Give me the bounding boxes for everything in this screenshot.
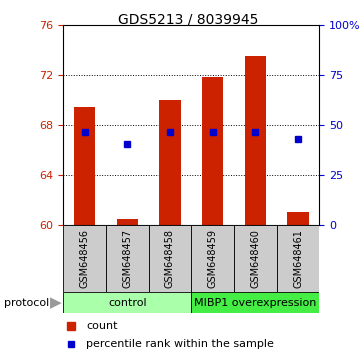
Bar bbox=[117, 218, 138, 225]
Bar bbox=[287, 212, 309, 225]
Bar bbox=[63, 292, 191, 313]
Text: GSM648458: GSM648458 bbox=[165, 229, 175, 288]
Text: GSM648460: GSM648460 bbox=[251, 229, 260, 288]
Bar bbox=[74, 107, 95, 225]
Bar bbox=[63, 225, 106, 292]
Bar bbox=[191, 225, 234, 292]
Bar bbox=[245, 56, 266, 225]
Text: MIBP1 overexpression: MIBP1 overexpression bbox=[194, 298, 317, 308]
Text: GSM648459: GSM648459 bbox=[208, 229, 218, 288]
Text: GDS5213 / 8039945: GDS5213 / 8039945 bbox=[118, 12, 258, 27]
Bar bbox=[106, 225, 149, 292]
Text: control: control bbox=[108, 298, 147, 308]
Text: protocol: protocol bbox=[4, 298, 49, 308]
Text: GSM648461: GSM648461 bbox=[293, 229, 303, 288]
Text: percentile rank within the sample: percentile rank within the sample bbox=[86, 339, 274, 349]
Bar bbox=[202, 77, 223, 225]
Text: count: count bbox=[86, 320, 118, 331]
Bar bbox=[234, 225, 277, 292]
Text: GSM648457: GSM648457 bbox=[122, 229, 132, 288]
Bar bbox=[149, 225, 191, 292]
Bar bbox=[277, 225, 319, 292]
Bar bbox=[159, 100, 180, 225]
Bar bbox=[191, 292, 319, 313]
Text: ▶: ▶ bbox=[50, 295, 62, 310]
Text: GSM648456: GSM648456 bbox=[79, 229, 90, 288]
